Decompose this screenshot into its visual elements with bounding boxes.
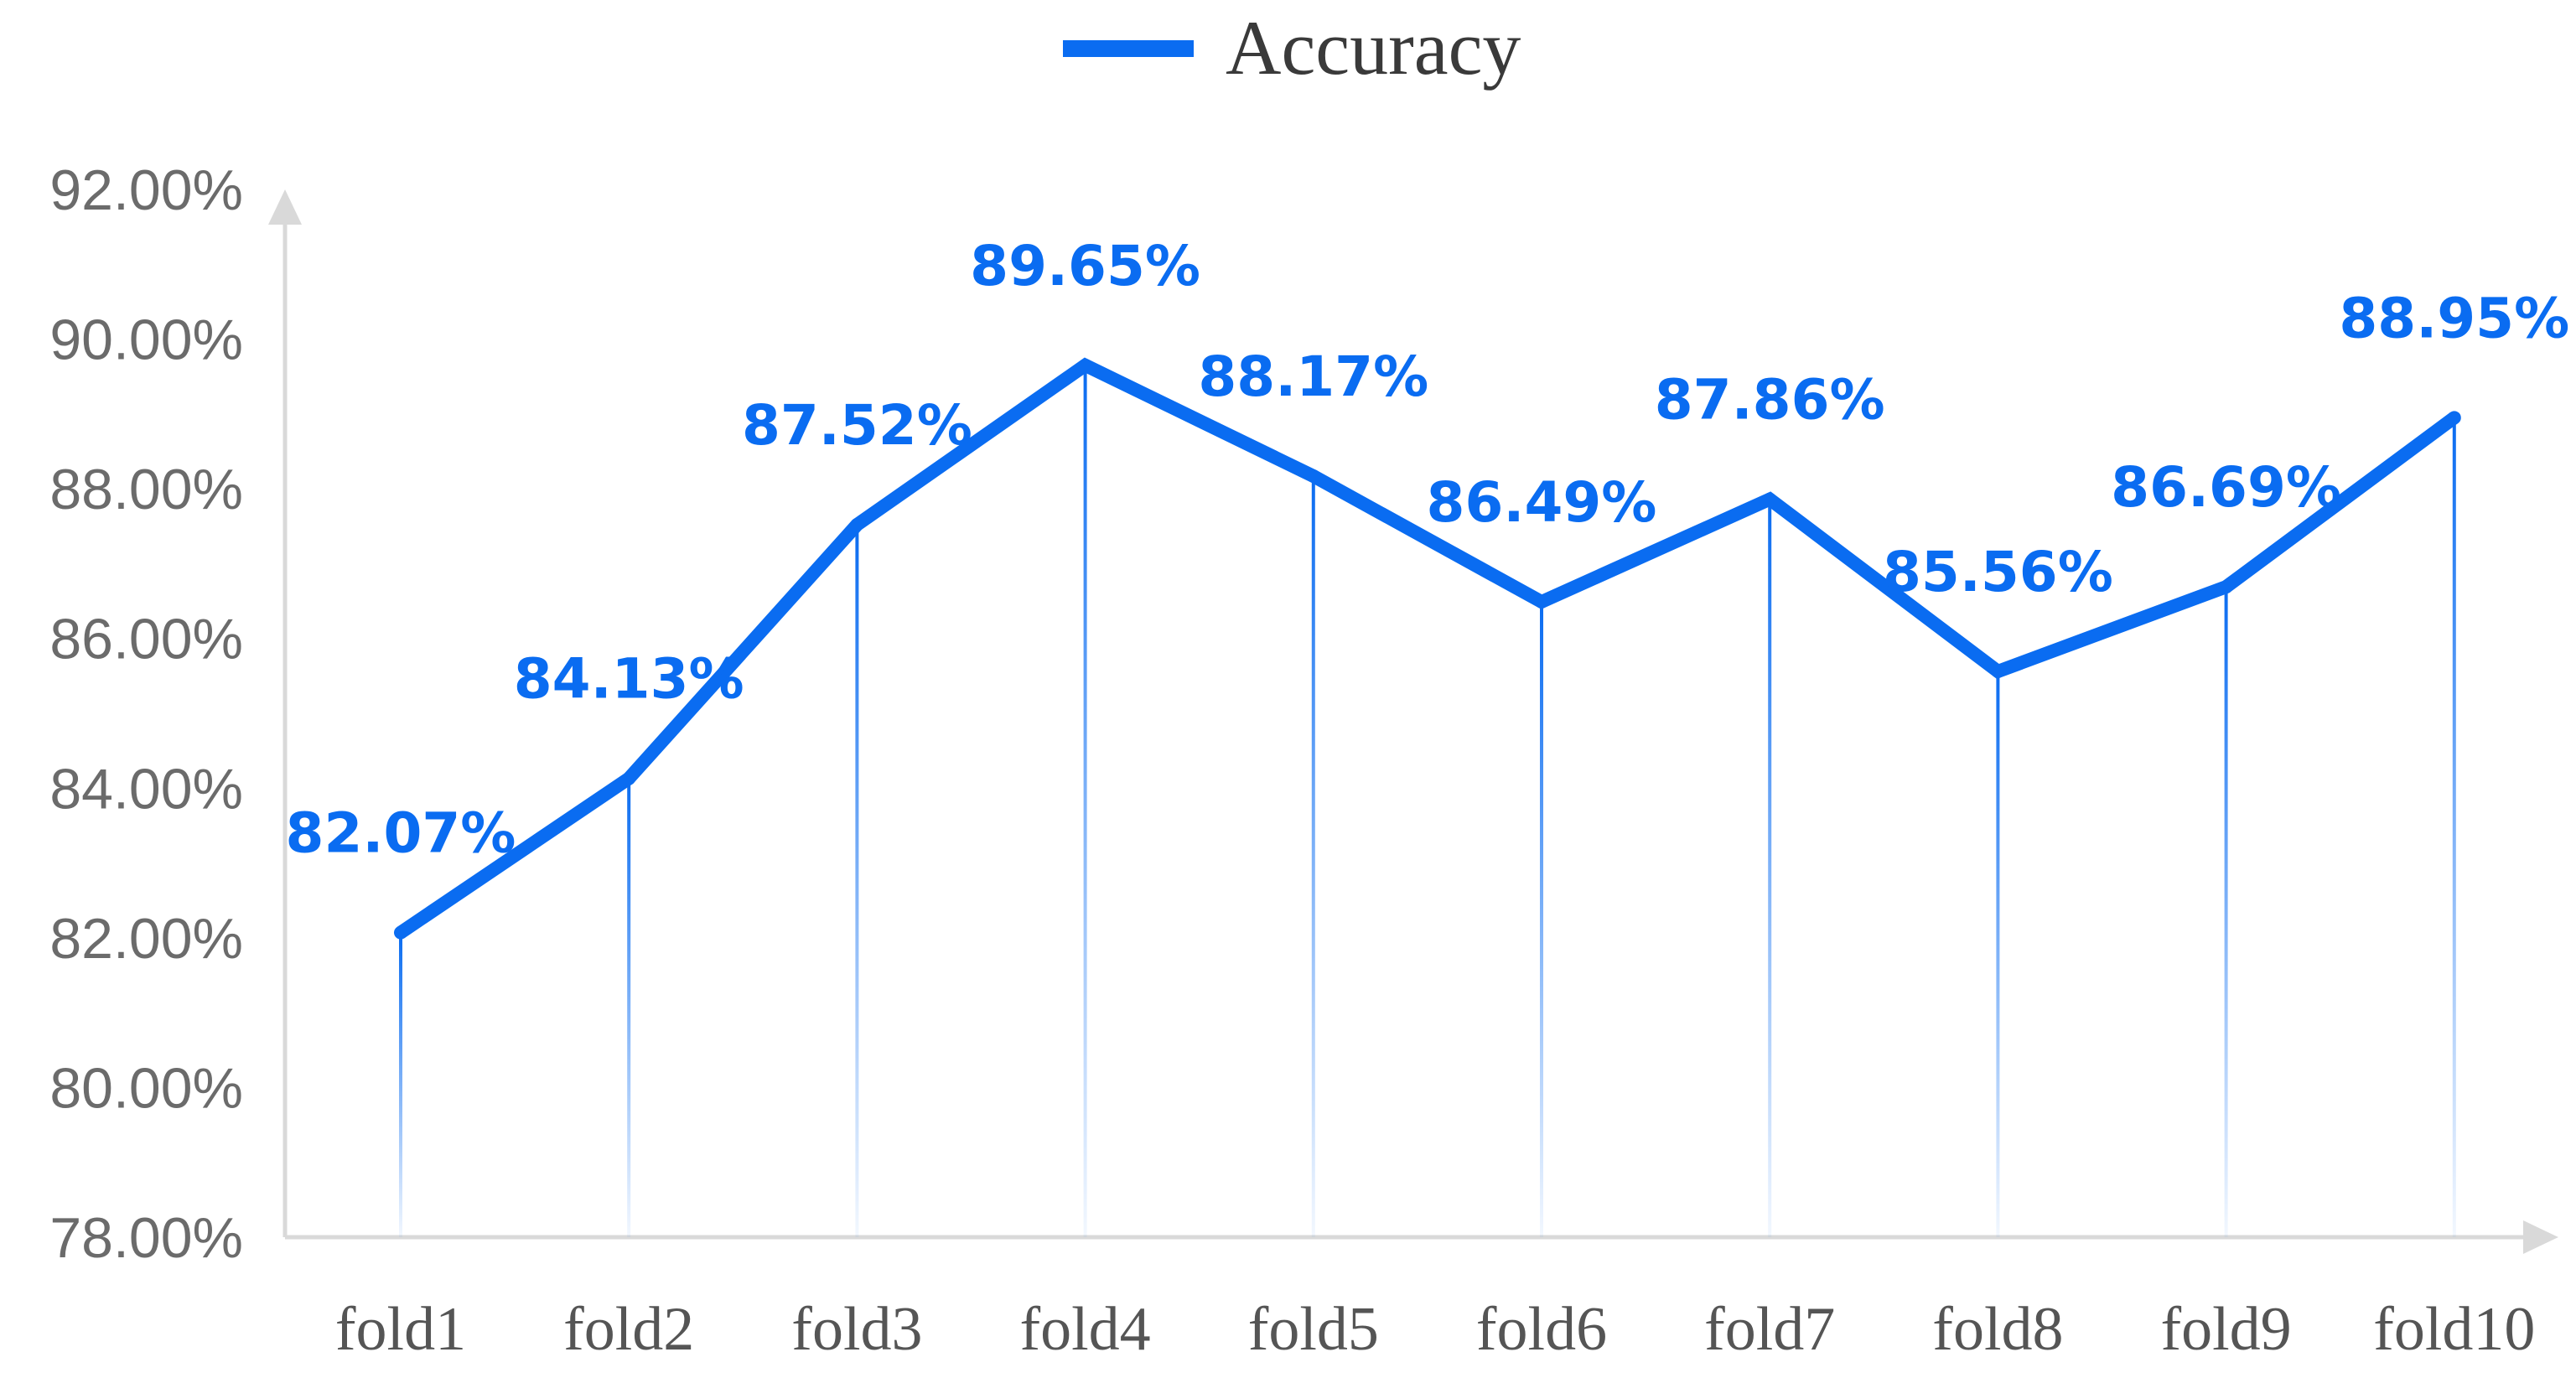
drop-lines [399,365,2456,1238]
data-label: 85.56% [1883,540,2113,604]
y-tick-label: 78.00% [49,1206,243,1270]
legend-label-accuracy: Accuracy [1226,5,1521,91]
y-tick-label: 86.00% [49,608,243,671]
x-tick-label: fold6 [1476,1295,1607,1364]
y-tick-label: 84.00% [49,757,243,821]
data-point [1991,665,2005,678]
x-tick-label: fold7 [1704,1295,1835,1364]
x-tick-label: fold1 [335,1295,466,1364]
x-tick-label: fold5 [1248,1295,1379,1364]
y-tick-label: 92.00% [49,158,243,222]
data-point [1763,492,1777,506]
data-labels: 82.07% 84.13% 87.52% 89.65% 88.17% 86.49% 87.8… [286,234,2570,866]
data-point [1306,469,1320,483]
drop-line [2224,587,2228,1237]
x-tick-label: fold9 [2160,1295,2291,1364]
drop-line [1996,671,2000,1237]
data-label: 86.49% [1427,470,1657,535]
data-point [2219,580,2233,594]
axes [268,189,2558,1254]
data-label: 84.13% [514,647,744,712]
x-tick-label: fold10 [2373,1295,2535,1364]
data-label: 82.07% [286,801,516,866]
series-line-accuracy [397,357,2459,939]
data-point [394,925,407,940]
drop-line [855,525,859,1237]
y-tick-labels: 78.00% 80.00% 82.00% 84.00% 86.00% 88.00% 90.0… [49,158,243,1270]
x-tick-label: fold3 [791,1295,922,1364]
y-axis-arrow-icon [268,189,302,225]
data-label: 88.95% [2339,286,2569,350]
y-tick-label: 88.00% [49,458,243,521]
x-tick-labels: fold1 fold2 fold3 fold4 fold5 fold6 fold7 fold8… [335,1295,2536,1364]
data-label: 87.86% [1655,368,1885,433]
drop-line [399,932,402,1237]
drop-line [627,778,631,1237]
y-tick-label: 82.00% [49,907,243,971]
legend: Accuracy [1063,5,1521,91]
data-label: 89.65% [970,234,1200,298]
x-axis-arrow-icon [2523,1220,2558,1254]
drop-line [1540,601,1543,1237]
x-tick-label: fold8 [1932,1295,2063,1364]
x-tick-label: fold2 [563,1295,694,1364]
data-point [1078,358,1092,372]
drop-line [2452,417,2456,1238]
y-tick-label: 90.00% [49,308,243,372]
data-label: 88.17% [1198,344,1428,409]
data-point [850,518,864,531]
data-label: 87.52% [742,393,972,458]
series-accuracy [394,357,2461,940]
data-point [2447,411,2461,425]
data-label: 86.69% [2111,455,2341,520]
y-tick-label: 80.00% [49,1056,243,1120]
drop-line [1083,365,1087,1238]
x-tick-label: fold4 [1019,1295,1150,1364]
drop-line [1311,475,1315,1237]
data-point [622,771,636,785]
drop-line [1768,499,1772,1237]
data-point [1535,594,1548,609]
